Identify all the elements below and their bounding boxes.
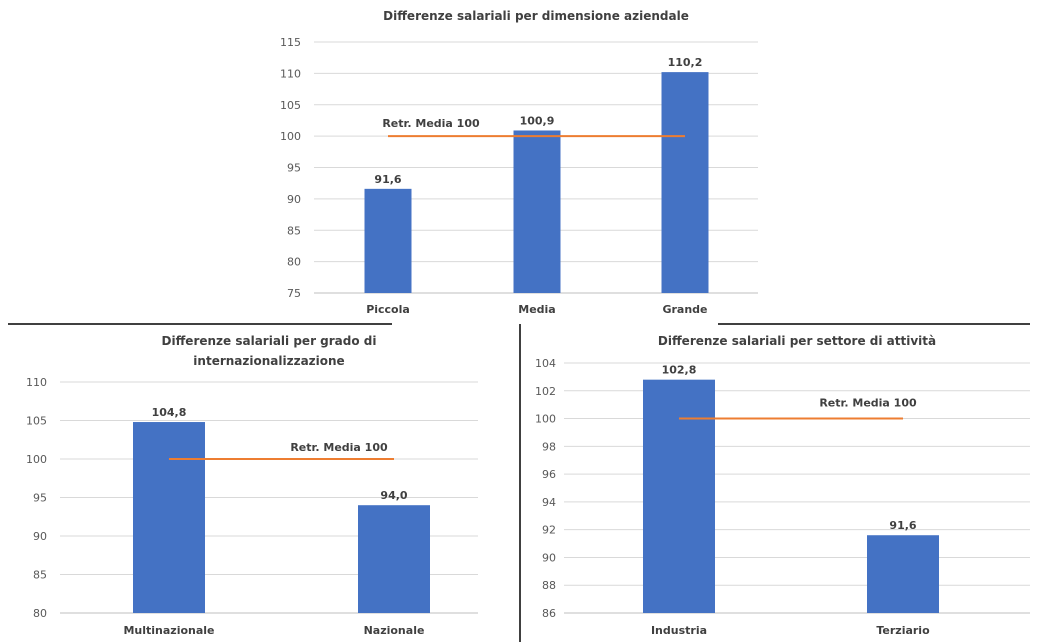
chart-size-y-tick-95: 95 (287, 162, 301, 175)
chart-intl-y-tick-85: 85 (33, 569, 47, 582)
chart-sector-y-tick-92: 92 (542, 524, 556, 537)
chart-size-data-label-grande: 110,2 (668, 56, 703, 69)
chart-sector-y-tick-88: 88 (542, 579, 556, 592)
chart-sector-y-tick-94: 94 (542, 496, 556, 509)
chart-intl-data-label-multinazionale: 104,8 (152, 406, 187, 419)
chart-size-bar-piccola (364, 188, 412, 293)
chart-sector-title-line-1: Differenze salariali per settore di atti… (658, 334, 936, 348)
chart-intl-y-tick-110: 110 (26, 376, 47, 389)
chart-sector-y-tick-100: 100 (535, 413, 556, 426)
chart-size-y-tick-90: 90 (287, 193, 301, 206)
chart-sector-y-tick-96: 96 (542, 468, 556, 481)
chart-intl-y-tick-100: 100 (26, 453, 47, 466)
chart-sector-y-tick-104: 104 (535, 357, 556, 370)
chart-sector-bar-terziario (867, 535, 939, 613)
chart-intl-bar-nazionale (358, 505, 430, 613)
chart-sector-y-tick-102: 102 (535, 385, 556, 398)
chart-intl-title-line-2: internazionalizzazione (193, 354, 344, 368)
chart-sector-data-label-industria: 102,8 (662, 364, 697, 377)
chart-intl-bar-multinazionale (133, 422, 205, 613)
chart-size-y-tick-85: 85 (287, 224, 301, 237)
chart-size-data-label-media: 100,9 (520, 114, 555, 127)
chart-sector-bar-industria (643, 379, 715, 613)
chart-sector-reference-label: Retr. Media 100 (819, 397, 917, 410)
chart-intl-reference-label: Retr. Media 100 (290, 441, 388, 454)
chart-intl-data-label-nazionale: 94,0 (380, 489, 407, 502)
chart-size-y-tick-100: 100 (280, 130, 301, 143)
chart-size-bar-grande (661, 72, 709, 294)
chart-sector-y-tick-98: 98 (542, 440, 556, 453)
chart-intl-category-label-multinazionale: Multinazionale (123, 624, 214, 637)
chart-sector-data-label-terziario: 91,6 (889, 519, 916, 532)
chart-size-y-tick-80: 80 (287, 256, 301, 269)
chart-size-y-tick-75: 75 (287, 287, 301, 300)
chart-sector-category-label-terziario: Terziario (876, 624, 930, 637)
chart-size-y-tick-115: 115 (280, 36, 301, 49)
chart-intl-category-label-nazionale: Nazionale (364, 624, 425, 637)
chart-size-data-label-piccola: 91,6 (374, 173, 401, 186)
chart-intl-y-tick-90: 90 (33, 530, 47, 543)
chart-intl-title-line-1: Differenze salariali per grado di (162, 334, 377, 348)
chart-size-category-label-piccola: Piccola (366, 303, 410, 316)
chart-size-reference-label: Retr. Media 100 (382, 117, 480, 130)
chart-size-title-line-1: Differenze salariali per dimensione azie… (383, 9, 689, 23)
chart-sector-category-label-industria: Industria (651, 624, 707, 637)
chart-sector-y-tick-90: 90 (542, 551, 556, 564)
chart-size-y-tick-105: 105 (280, 99, 301, 112)
chart-size-category-label-media: Media (518, 303, 555, 316)
chart-intl-y-tick-95: 95 (33, 492, 47, 505)
chart-size-bar-media (513, 130, 561, 293)
chart-intl-y-tick-105: 105 (26, 415, 47, 428)
chart-size-y-tick-110: 110 (280, 67, 301, 80)
chart-sector-y-tick-86: 86 (542, 607, 556, 620)
chart-size-category-label-grande: Grande (662, 303, 707, 316)
chart-intl-y-tick-80: 80 (33, 607, 47, 620)
